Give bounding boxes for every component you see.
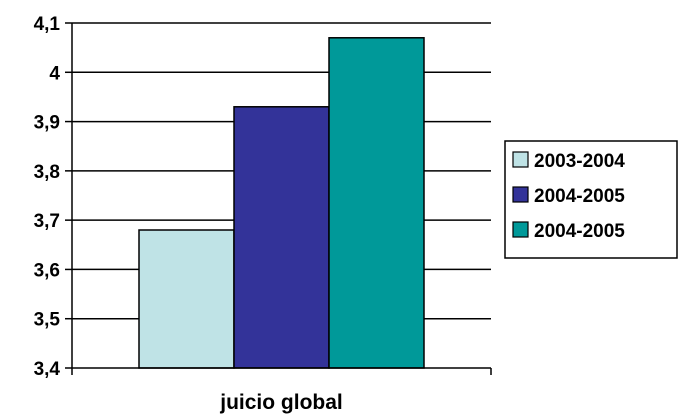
legend-label: 2004-2005 (534, 186, 625, 207)
y-tick-label: 3,5 (34, 310, 61, 331)
x-category-label: juicio global (219, 391, 343, 414)
y-tick-label: 4,1 (34, 14, 61, 35)
axes (65, 22, 492, 375)
bar-2004-2005-2 (233, 106, 330, 369)
y-tick-label: 3,8 (34, 162, 60, 183)
y-tick-label: 3,4 (34, 359, 61, 380)
legend-box (504, 140, 678, 259)
bar-2004-2005-3 (328, 37, 425, 369)
y-tick-labels: 3,4 3,5 3,6 3,7 3,8 3,9 4 4,1 (34, 14, 61, 380)
y-tick-label: 3,9 (34, 113, 60, 134)
y-tick-label: 3,7 (34, 211, 60, 232)
bars (138, 37, 425, 369)
legend: 2003-2004 2004-2005 2004-2005 (504, 140, 678, 259)
legend-swatch (512, 151, 529, 168)
y-tick-label: 3,6 (34, 260, 60, 281)
legend-label: 2004-2005 (534, 221, 625, 242)
legend-swatch (512, 186, 529, 203)
x-category-labels: juicio global (219, 391, 343, 414)
bar-2003-2004-1 (138, 229, 235, 369)
y-tick-label: 4 (49, 63, 60, 84)
legend-swatch (512, 221, 529, 238)
legend-label: 2003-2004 (534, 151, 625, 172)
